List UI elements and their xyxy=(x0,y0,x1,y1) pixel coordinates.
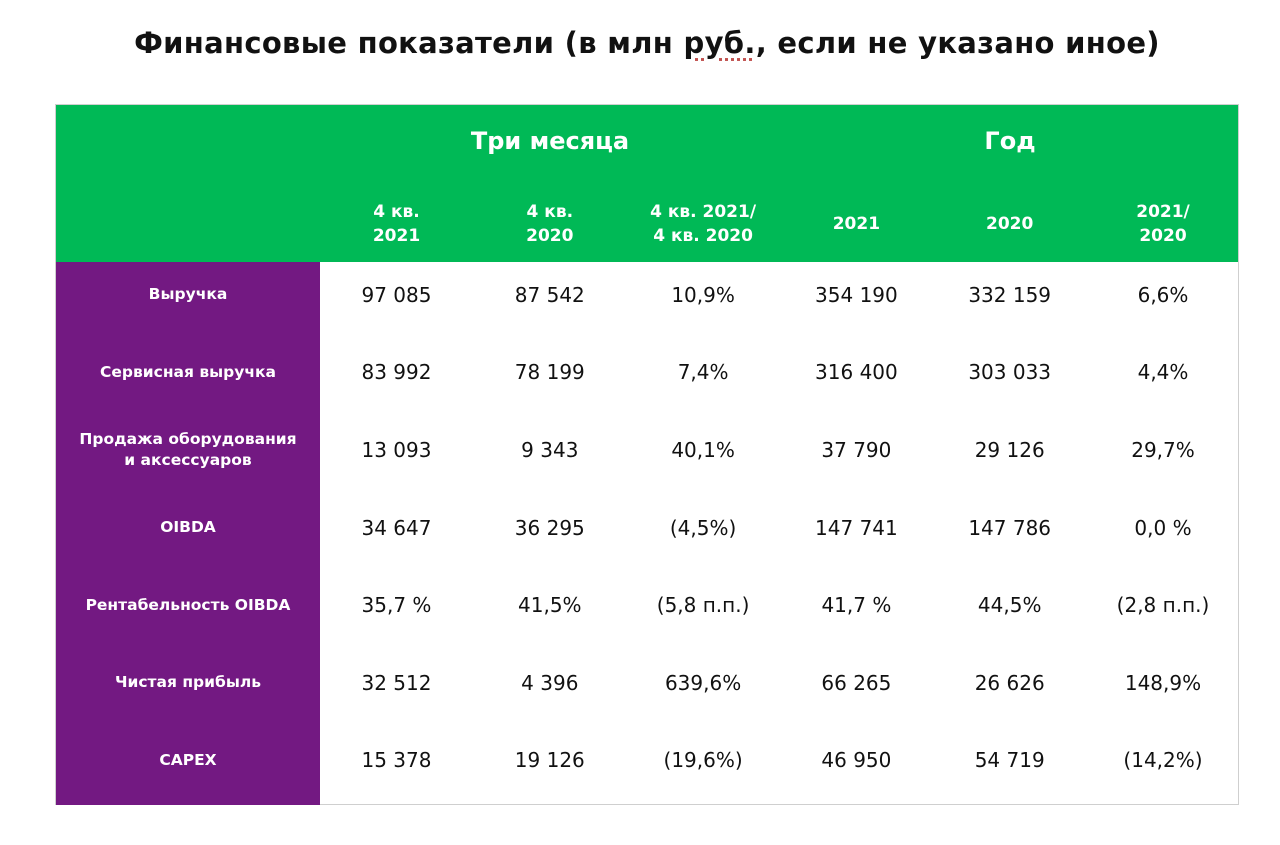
group-year: Год xyxy=(984,127,1036,155)
table-cell: 32 512 xyxy=(361,670,432,695)
table-row: CAPEX 15 378 19 126 (19,6%) 46 950 54 719 (14,… xyxy=(56,722,1238,800)
table-cell: 37 790 xyxy=(821,437,892,462)
table-cell: 19 126 xyxy=(514,748,585,773)
column-header: 4 кв. 2020 xyxy=(473,199,626,249)
table-cell: (19,6%) xyxy=(663,748,743,773)
table-cell: 46 950 xyxy=(821,748,892,773)
column-header: 2021 xyxy=(780,199,933,249)
column-header-line: 2021 xyxy=(832,214,881,234)
table-cell: 87 542 xyxy=(514,282,585,307)
row-labels-column xyxy=(56,262,320,805)
row-label-line: Продажа оборудования xyxy=(79,429,297,448)
row-label-line: Чистая прибыль xyxy=(114,673,262,692)
table-cell: 7,4% xyxy=(677,360,729,385)
title-text-end: , если не указано иное) xyxy=(755,26,1160,60)
table-cell: 97 085 xyxy=(361,282,432,307)
table-cell: 66 265 xyxy=(821,670,892,695)
row-label: CAPEX xyxy=(56,722,320,800)
column-header-line: 4 кв. xyxy=(373,202,420,222)
title-underlined-word: руб. xyxy=(683,26,756,60)
table-cell: 332 159 xyxy=(968,282,1052,307)
column-header-line: 4 кв. 2021/ xyxy=(650,202,757,222)
table-cell: 54 719 xyxy=(974,748,1045,773)
table-row: Чистая прибыль 32 512 4 396 639,6% 66 265 26 … xyxy=(56,644,1238,722)
row-label: Продажа оборудования и аксессуаров xyxy=(56,411,320,489)
row-label-line: OIBDA xyxy=(160,518,216,537)
table-cell: 639,6% xyxy=(664,670,742,695)
table-cell: 35,7 % xyxy=(361,593,432,618)
table-cell: 316 400 xyxy=(815,360,898,385)
row-label-line: Выручка xyxy=(148,285,228,304)
table-cell: 15 378 xyxy=(361,748,432,773)
column-header-line: 2021 xyxy=(372,226,421,246)
table-cell: (14,2%) xyxy=(1123,748,1203,773)
row-label-line: и аксессуаров xyxy=(124,450,252,469)
table-cell: 354 190 xyxy=(815,282,898,307)
table-cell: 148,9% xyxy=(1124,670,1202,695)
table-cell: 6,6% xyxy=(1137,282,1189,307)
page-title: Финансовые показатели (в млн руб., если … xyxy=(0,26,1280,60)
table-cell: 4 396 xyxy=(521,670,579,695)
column-header-line: 2020 xyxy=(986,214,1034,234)
title-text: Финансовые показатели (в млн xyxy=(134,26,684,60)
table-cell: 4,4% xyxy=(1137,360,1189,385)
group-three-months: Три месяца xyxy=(470,127,630,155)
column-header-line: 4 кв. xyxy=(526,202,574,222)
table-cell: (4,5%) xyxy=(669,515,737,540)
table-cell: 41,7 % xyxy=(821,593,892,618)
row-label-line: Рентабельность OIBDA xyxy=(85,595,291,614)
table-cell: 29 126 xyxy=(974,437,1045,462)
financial-table: Три месяца Год 4 кв. 2021 4 кв. 2020 4 кв. 2… xyxy=(55,104,1239,805)
table-cell: 78 199 xyxy=(514,360,585,385)
column-header: 2020 xyxy=(933,199,1086,249)
row-label: OIBDA xyxy=(56,489,320,567)
column-header-line: 2020 xyxy=(1139,226,1187,246)
row-label: Рентабельность OIBDA xyxy=(56,566,320,644)
table-row: Выручка 97 085 87 542 10,9% 354 190 332 159 6,… xyxy=(56,256,1238,334)
table-cell: 13 093 xyxy=(361,437,432,462)
table-cell: 41,5% xyxy=(518,593,582,618)
column-header: 4 кв. 2021/4 кв. 2020 xyxy=(627,199,780,249)
table-cell: 34 647 xyxy=(361,515,432,540)
column-header: 2021/2020 xyxy=(1087,199,1240,249)
table-cell: 147 741 xyxy=(815,515,898,540)
column-header: 4 кв. 2021 xyxy=(320,199,473,249)
table-cell: 26 626 xyxy=(974,670,1045,695)
table-cell: 0,0 % xyxy=(1134,515,1192,540)
row-label-line: CAPEX xyxy=(159,750,217,769)
table-row: Сервисная выручка 83 992 78 199 7,4% 316 400… xyxy=(56,334,1238,412)
table-cell: 10,9% xyxy=(671,282,735,307)
table-cell: (5,8 п.п.) xyxy=(656,593,750,618)
table-cell: 303 033 xyxy=(968,360,1052,385)
table-cell: 9 343 xyxy=(521,437,579,462)
table-cell: 44,5% xyxy=(977,593,1042,618)
table-row: Рентабельность OIBDA 35,7 % 41,5% (5,8 п.п.… xyxy=(56,566,1238,644)
row-label: Чистая прибыль xyxy=(56,644,320,722)
table-row: Продажа оборудования и аксессуаров 13 093 9… xyxy=(56,411,1238,489)
table-cell: 83 992 xyxy=(361,360,432,385)
row-label-line: Сервисная выручка xyxy=(99,362,276,381)
table-row: OIBDA 34 647 36 295 (4,5%) 147 741 147 786 0,0… xyxy=(56,489,1238,567)
table-cell: 147 786 xyxy=(968,515,1052,540)
column-header-line: 4 кв. 2020 xyxy=(653,226,753,246)
table-header: Три месяца Год 4 кв. 2021 4 кв. 2020 4 кв. 2… xyxy=(56,105,1238,262)
row-label: Выручка xyxy=(56,256,320,334)
table-cell: 40,1% xyxy=(671,437,735,462)
table-cell: 29,7% xyxy=(1131,437,1195,462)
column-header-line: 2020 xyxy=(526,226,574,246)
row-label: Сервисная выручка xyxy=(56,334,320,412)
column-header-line: 2021/ xyxy=(1136,202,1190,222)
table-cell: 36 295 xyxy=(514,515,585,540)
table-cell: (2,8 п.п.) xyxy=(1116,593,1210,618)
